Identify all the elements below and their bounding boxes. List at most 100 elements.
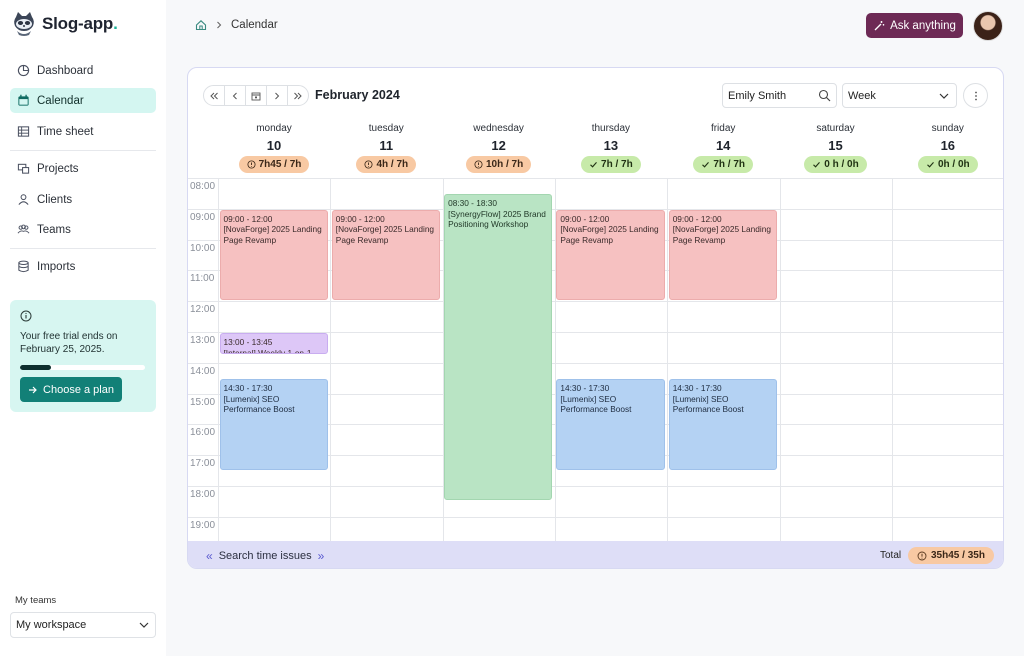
event-time: 14:30 - 17:30 [672, 383, 722, 394]
day-name: sunday [931, 123, 964, 134]
today-button[interactable] [246, 86, 267, 105]
ask-anything-button[interactable]: Ask anything [866, 13, 963, 38]
sidebar-item-calendar[interactable]: Calendar [10, 88, 156, 113]
check-icon [702, 162, 710, 168]
user-search-input[interactable]: Emily Smith [722, 83, 837, 108]
day-column-line [667, 178, 669, 541]
hour-line [188, 486, 1003, 487]
warning-circle-icon [364, 160, 373, 169]
sidebar: Slog-app. Dashboard Calendar Time sheet … [0, 0, 166, 656]
more-options-button[interactable] [963, 83, 988, 108]
sidebar-item-time-sheet[interactable]: Time sheet [10, 119, 156, 144]
info-icon [20, 310, 32, 322]
event-title: [NovaForge] 2025 Landing Page Revamp [560, 224, 659, 245]
day-column-line [442, 178, 444, 541]
chevron-down-icon [939, 93, 949, 99]
magic-wand-icon [874, 20, 885, 30]
search-time-issues-button[interactable]: « Search time issues » [206, 549, 324, 563]
event-time: 13:00 - 13:45 [223, 337, 273, 347]
chart-pie-icon [17, 64, 30, 77]
search-icon [818, 89, 831, 102]
prev-button[interactable] [225, 86, 246, 105]
choose-plan-label: Choose a plan [43, 383, 114, 396]
users-icon [17, 224, 30, 234]
calendar-icon [251, 92, 261, 100]
trial-progress-fill [20, 365, 52, 370]
projects-icon [17, 163, 30, 174]
calendar-event[interactable]: 14:30 - 17:30 [Lumenix] SEO Performance B… [556, 379, 665, 470]
chevron-right-icon [217, 21, 222, 29]
hour-line [188, 516, 1003, 518]
day-hours-badge: 0 h / 0h [804, 156, 867, 173]
prev-week-fast-button[interactable] [204, 86, 225, 105]
view-select[interactable]: Week [842, 83, 957, 108]
calendar-event[interactable]: 08:30 - 18:30 [SynergyFlow] 2025 Brand Po… [444, 194, 553, 501]
day-number: 10 [266, 138, 282, 153]
calendar-event[interactable]: 14:30 - 17:30 [Lumenix] SEO Performance B… [219, 379, 328, 470]
day-column-line [330, 178, 332, 541]
event-title: [Internal] Weekly 1-on-1 [223, 347, 312, 355]
day-hours-value: 10h / 7h [485, 159, 524, 170]
day-hours-badge: 4h / 7h [356, 156, 417, 173]
double-chevron-left-icon: « [206, 548, 213, 563]
calendar-event[interactable]: 14:30 - 17:30 [Lumenix] SEO Performance B… [668, 379, 777, 470]
day-column-line [218, 178, 219, 541]
day-hours-badge: 10h / 7h [465, 156, 532, 173]
next-week-fast-button[interactable] [288, 86, 308, 105]
day-header-wednesday: wednesday 12 10h / 7h [443, 123, 555, 173]
app-logo[interactable]: Slog-app. [12, 11, 118, 37]
choose-plan-button[interactable]: Choose a plan [20, 377, 122, 402]
hour-label: 09:00 [190, 211, 216, 223]
day-hours-value: 7h / 7h [713, 159, 746, 170]
sidebar-item-label: Calendar [37, 94, 84, 107]
arrow-right-icon [29, 386, 37, 393]
event-title: [NovaForge] 2025 Landing Page Revamp [672, 224, 771, 245]
event-time: 09:00 - 12:00 [560, 213, 610, 224]
hour-line [188, 208, 1003, 210]
warning-circle-icon [917, 551, 927, 560]
calendar-event[interactable]: 09:00 - 12:00 [NovaForge] 2025 Landing Pa… [219, 209, 328, 301]
sidebar-item-projects[interactable]: Projects [10, 156, 156, 181]
sidebar-divider [10, 248, 156, 249]
database-icon [18, 260, 29, 273]
ask-anything-label: Ask anything [890, 19, 956, 32]
hour-label: 13:00 [190, 335, 216, 346]
calendar-event[interactable]: 09:00 - 12:00 [NovaForge] 2025 Landing Pa… [668, 209, 777, 301]
day-hours-badge: 7h / 7h [693, 156, 754, 173]
sidebar-item-imports[interactable]: Imports [10, 254, 156, 279]
sidebar-item-clients[interactable]: Clients [10, 187, 156, 212]
next-button[interactable] [267, 86, 288, 105]
day-name: monday [256, 123, 292, 134]
app-name: Slog-app. [42, 14, 118, 33]
user-search-value: Emily Smith [728, 89, 787, 102]
workspace-select[interactable]: My workspace [10, 612, 156, 638]
date-navigation [203, 85, 309, 106]
total-badge: 35h45 / 35h [908, 547, 994, 564]
sidebar-item-teams[interactable]: Teams [10, 217, 156, 242]
day-number: 15 [828, 138, 843, 153]
view-select-value: Week [848, 89, 876, 102]
event-time: 09:00 - 12:00 [223, 213, 273, 224]
hour-label: 17:00 [190, 458, 216, 470]
sidebar-item-label: Clients [37, 193, 73, 206]
day-number: 13 [603, 138, 619, 153]
calendar-event[interactable]: 09:00 - 12:00 [NovaForge] 2025 Landing Pa… [331, 209, 441, 301]
day-header-friday: friday 14 7h / 7h [667, 123, 779, 173]
day-column-line [891, 178, 893, 541]
sidebar-item-label: Imports [37, 260, 76, 273]
user-avatar[interactable] [973, 11, 1003, 41]
sidebar-item-dashboard[interactable]: Dashboard [10, 58, 156, 83]
double-chevron-right-icon: » [317, 548, 325, 563]
calendar-grid: 08:00 09:00 10:00 11:00 12:00 13:00 14:00 15:00… [188, 178, 1003, 541]
calendar-event[interactable]: 13:00 - 13:45 [Internal] Weekly 1-on-1 [219, 333, 328, 355]
home-icon[interactable] [195, 19, 207, 31]
calendar-event[interactable]: 09:00 - 12:00 [NovaForge] 2025 Landing Pa… [556, 209, 665, 301]
event-time: 09:00 - 12:00 [672, 213, 722, 224]
search-time-issues-label: Search time issues [218, 549, 312, 562]
check-icon [927, 162, 934, 168]
event-title: [NovaForge] 2025 Landing Page Revamp [335, 224, 435, 245]
day-name: tuesday [368, 123, 404, 134]
check-icon [590, 162, 597, 168]
total-label: Total [880, 550, 902, 561]
hour-label: 19:00 [190, 519, 216, 531]
